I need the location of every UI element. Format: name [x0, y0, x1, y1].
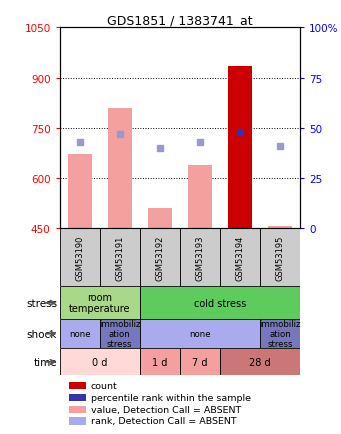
Bar: [108, 109, 132, 229]
Bar: [69, 418, 87, 424]
Text: GSM53193: GSM53193: [195, 235, 204, 281]
Bar: [69, 382, 87, 389]
Bar: [180, 349, 220, 375]
Bar: [69, 406, 87, 413]
Text: room
temperature: room temperature: [69, 293, 131, 313]
Bar: [140, 349, 180, 375]
Bar: [60, 349, 140, 375]
Bar: [180, 229, 220, 287]
Text: GSM53190: GSM53190: [75, 235, 84, 280]
Bar: [69, 394, 87, 401]
Bar: [60, 229, 100, 287]
Text: immobiliz
ation
stress: immobiliz ation stress: [259, 320, 301, 348]
Text: shock: shock: [27, 329, 57, 339]
Bar: [268, 227, 292, 229]
Text: GSM53191: GSM53191: [115, 235, 124, 280]
Title: GDS1851 / 1383741_at: GDS1851 / 1383741_at: [107, 14, 253, 27]
Bar: [140, 229, 180, 287]
Text: stress: stress: [26, 298, 57, 308]
Text: 7 d: 7 d: [192, 357, 208, 367]
Bar: [220, 349, 300, 375]
Text: immobiliz
ation
stress: immobiliz ation stress: [99, 320, 140, 348]
Bar: [60, 319, 100, 349]
Bar: [260, 229, 300, 287]
Text: 1 d: 1 d: [152, 357, 167, 367]
Text: 0 d: 0 d: [92, 357, 107, 367]
Bar: [100, 319, 140, 349]
Text: GSM53195: GSM53195: [276, 235, 284, 280]
Bar: [220, 229, 260, 287]
Bar: [188, 166, 212, 229]
Text: cold stress: cold stress: [194, 298, 246, 308]
Text: value, Detection Call = ABSENT: value, Detection Call = ABSENT: [91, 404, 241, 414]
Bar: [148, 209, 172, 229]
Text: GSM53194: GSM53194: [236, 235, 244, 280]
Bar: [228, 66, 252, 229]
Text: time: time: [34, 357, 57, 367]
Bar: [60, 287, 140, 319]
Text: GSM53192: GSM53192: [155, 235, 164, 280]
Text: none: none: [189, 329, 211, 339]
Text: rank, Detection Call = ABSENT: rank, Detection Call = ABSENT: [91, 417, 237, 425]
Bar: [100, 229, 140, 287]
Text: 28 d: 28 d: [249, 357, 271, 367]
Bar: [68, 155, 92, 229]
Text: percentile rank within the sample: percentile rank within the sample: [91, 393, 251, 402]
Bar: [140, 319, 260, 349]
Bar: [260, 319, 300, 349]
Bar: [140, 287, 300, 319]
Text: count: count: [91, 381, 118, 390]
Text: none: none: [69, 329, 90, 339]
